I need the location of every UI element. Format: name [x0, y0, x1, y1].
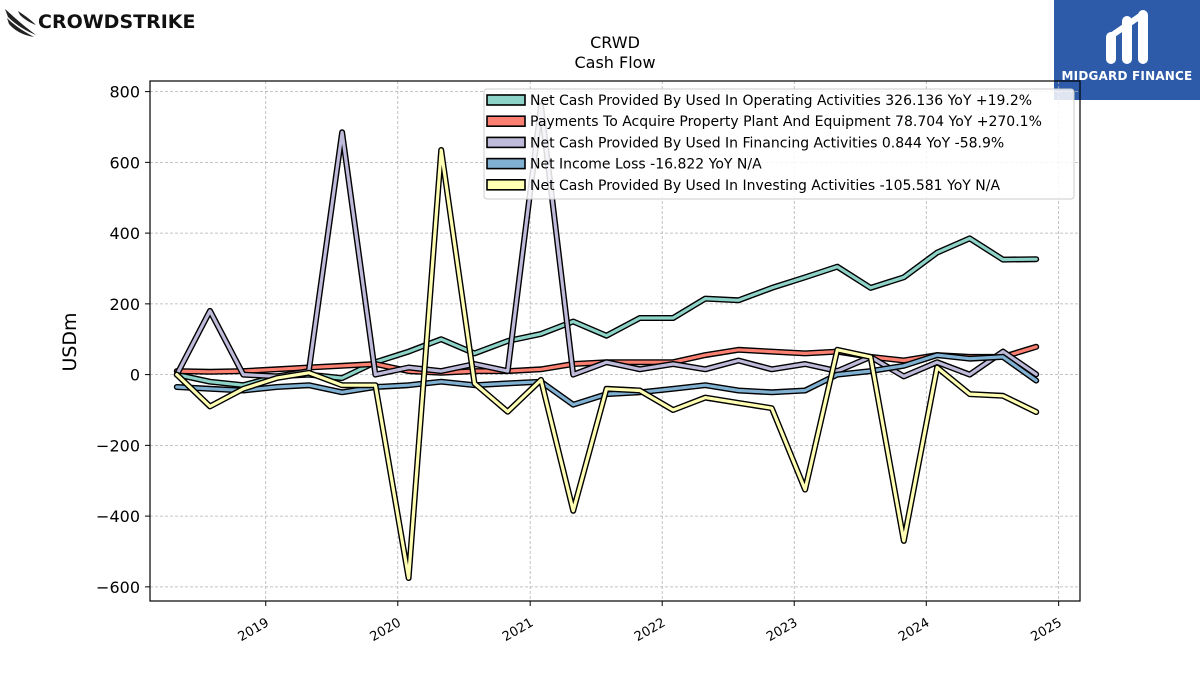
legend-swatch [486, 136, 526, 149]
legend-item: Net Income Loss -16.822 YoY N/A [486, 157, 762, 173]
y-tick-label: −600 [96, 578, 140, 597]
midgard-finance-logo: MIDGARD FINANCE [1054, 0, 1200, 100]
y-tick-label: 0 [130, 366, 140, 385]
crowdstrike-logo: CROWDSTRIKE [4, 4, 196, 40]
x-axis: 2019 2020 2021 2022 2023 2024 2025 [236, 601, 1065, 645]
y-axis: −600 −400 −200 0 200 400 600 800 [96, 83, 150, 597]
y-tick-label: −200 [96, 436, 140, 455]
x-tick-label: 2020 [368, 615, 404, 645]
legend-label: Net Income Loss -16.822 YoY N/A [530, 157, 762, 173]
legend: Net Cash Provided By Used In Operating A… [483, 88, 1075, 200]
legend-label: Payments To Acquire Property Plant And E… [530, 114, 1042, 130]
legend-swatch [486, 179, 526, 191]
falcon-icon [5, 9, 36, 37]
legend-box [483, 88, 1075, 200]
legend-swatch [486, 94, 526, 106]
series-layer [173, 102, 1040, 581]
midgard-finance-logo-text: MIDGARD FINANCE [1061, 69, 1193, 83]
x-tick-label: 2021 [500, 615, 536, 645]
legend-swatch [486, 157, 526, 170]
legend-label: Net Cash Provided By Used In Investing A… [530, 178, 1000, 194]
series-4 [173, 147, 1040, 581]
chart-title: CRWD [590, 33, 640, 52]
y-tick-label: 400 [109, 224, 140, 243]
legend-item: Net Cash Provided By Used In Investing A… [486, 178, 1000, 194]
x-tick-label: 2025 [1028, 615, 1064, 645]
series-line [175, 148, 1038, 580]
legend-label: Net Cash Provided By Used In Financing A… [530, 135, 1004, 151]
crowdstrike-logo-text: CROWDSTRIKE [38, 11, 196, 33]
chart-subtitle: Cash Flow [574, 53, 655, 72]
x-tick-label: 2024 [896, 615, 932, 645]
legend-item: Net Cash Provided By Used In Financing A… [486, 135, 1004, 151]
legend-item: Net Cash Provided By Used In Operating A… [486, 93, 1032, 109]
legend-swatch [486, 115, 526, 127]
y-axis-label: USDm [59, 312, 81, 371]
plot-frame [149, 80, 1081, 602]
y-tick-label: 200 [109, 295, 140, 314]
x-tick-label: 2019 [236, 615, 272, 645]
x-tick-label: 2022 [632, 615, 668, 645]
legend-item: Payments To Acquire Property Plant And E… [486, 114, 1042, 130]
midgard-monogram-icon [1106, 10, 1148, 64]
legend-label: Net Cash Provided By Used In Operating A… [530, 93, 1032, 109]
x-tick-label: 2023 [764, 615, 800, 645]
y-tick-label: 800 [109, 83, 140, 102]
y-tick-label: 600 [109, 153, 140, 172]
y-tick-label: −400 [96, 507, 140, 526]
